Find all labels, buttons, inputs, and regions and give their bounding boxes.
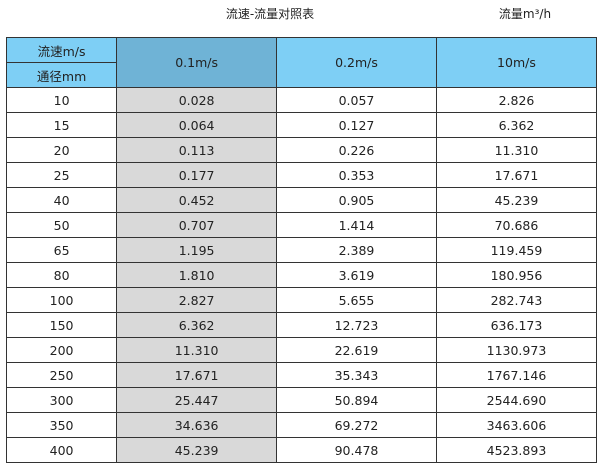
flow-cell: 3463.606: [435, 412, 598, 438]
unit-label: 流量m³/h: [498, 7, 552, 21]
diameter-cell: 250: [5, 362, 118, 388]
flow-cell: 4523.893: [435, 437, 598, 463]
flow-cell: 12.723: [276, 312, 437, 338]
flow-cell: 0.452: [116, 187, 278, 213]
flow-cell: 0.057: [276, 87, 437, 113]
flow-cell: 11.310: [435, 137, 598, 163]
header-row: 流速m/s 0.1m/s 0.2m/s 10m/s: [5, 37, 598, 88]
flow-cell: 0.113: [116, 137, 278, 163]
flow-cell: 0.028: [116, 87, 278, 113]
flow-cell: 22.619: [276, 337, 437, 363]
flow-cell: 50.894: [276, 387, 437, 413]
flow-cell: 90.478: [276, 437, 437, 463]
flow-cell: 1.810: [116, 262, 278, 288]
flow-cell: 0.905: [276, 187, 437, 213]
table-row: 25 0.177 0.353 17.671: [5, 162, 598, 188]
flow-cell: 2.826: [435, 87, 598, 113]
flow-cell: 0.707: [116, 212, 278, 238]
flow-cell: 3.619: [276, 262, 437, 288]
flow-cell: 0.177: [116, 162, 278, 188]
diameter-cell: 25: [5, 162, 118, 188]
flow-cell: 282.743: [435, 287, 598, 313]
table-row: 100 2.827 5.655 282.743: [5, 287, 598, 313]
flow-cell: 17.671: [116, 362, 278, 388]
flow-cell: 6.362: [116, 312, 278, 338]
diameter-cell: 350: [5, 412, 118, 438]
flow-cell: 2.389: [276, 237, 437, 263]
diameter-cell: 20: [5, 137, 118, 163]
flow-cell: 70.686: [435, 212, 598, 238]
flow-cell: 34.636: [116, 412, 278, 438]
table-row: 50 0.707 1.414 70.686: [5, 212, 598, 238]
flow-cell: 1.414: [276, 212, 437, 238]
flow-cell: 636.173: [435, 312, 598, 338]
flow-cell: 1767.146: [435, 362, 598, 388]
diameter-cell: 65: [5, 237, 118, 263]
flow-cell: 5.655: [276, 287, 437, 313]
table-row: 10 0.028 0.057 2.826: [5, 87, 598, 113]
table-row: 400 45.239 90.478 4523.893: [5, 437, 598, 463]
flow-cell: 0.127: [276, 112, 437, 138]
flow-cell: 1130.973: [435, 337, 598, 363]
table-row: 65 1.195 2.389 119.459: [5, 237, 598, 263]
table-row: 150 6.362 12.723 636.173: [5, 312, 598, 338]
flow-cell: 0.064: [116, 112, 278, 138]
col-header-10: 10m/s: [435, 37, 598, 88]
diameter-cell: 200: [5, 337, 118, 363]
flow-cell: 45.239: [435, 187, 598, 213]
diameter-cell: 100: [5, 287, 118, 313]
diameter-cell: 80: [5, 262, 118, 288]
diameter-cell: 10: [5, 87, 118, 113]
flow-cell: 11.310: [116, 337, 278, 363]
diameter-cell: 400: [5, 437, 118, 463]
flow-cell: 2.827: [116, 287, 278, 313]
table-row: 15 0.064 0.127 6.362: [5, 112, 598, 138]
diameter-cell: 50: [5, 212, 118, 238]
table-title: 流速-流量对照表: [225, 7, 315, 21]
flow-cell: 69.272: [276, 412, 437, 438]
flow-cell: 119.459: [435, 237, 598, 263]
flow-cell: 45.239: [116, 437, 278, 463]
table-row: 350 34.636 69.272 3463.606: [5, 412, 598, 438]
table-row: 200 11.310 22.619 1130.973: [5, 337, 598, 363]
table-row: 80 1.810 3.619 180.956: [5, 262, 598, 288]
velocity-header: 流速m/s: [5, 37, 118, 63]
flow-cell: 2544.690: [435, 387, 598, 413]
flow-cell: 0.353: [276, 162, 437, 188]
table-row: 20 0.113 0.226 11.310: [5, 137, 598, 163]
table-row: 300 25.447 50.894 2544.690: [5, 387, 598, 413]
flow-cell: 25.447: [116, 387, 278, 413]
diameter-cell: 300: [5, 387, 118, 413]
flow-cell: 6.362: [435, 112, 598, 138]
flow-cell: 0.226: [276, 137, 437, 163]
col-header-0.1: 0.1m/s: [116, 37, 278, 88]
flow-cell: 35.343: [276, 362, 437, 388]
flow-cell: 180.956: [435, 262, 598, 288]
table-row: 250 17.671 35.343 1767.146: [5, 362, 598, 388]
diameter-cell: 15: [5, 112, 118, 138]
diameter-cell: 150: [5, 312, 118, 338]
flow-table: 流速m/s 0.1m/s 0.2m/s 10m/s 通径mm 10 0.028 0.…: [5, 37, 598, 463]
col-header-0.2: 0.2m/s: [276, 37, 437, 88]
table-row: 40 0.452 0.905 45.239: [5, 187, 598, 213]
diameter-cell: 40: [5, 187, 118, 213]
flow-cell: 17.671: [435, 162, 598, 188]
diameter-header: 通径mm: [5, 62, 118, 88]
flow-cell: 1.195: [116, 237, 278, 263]
